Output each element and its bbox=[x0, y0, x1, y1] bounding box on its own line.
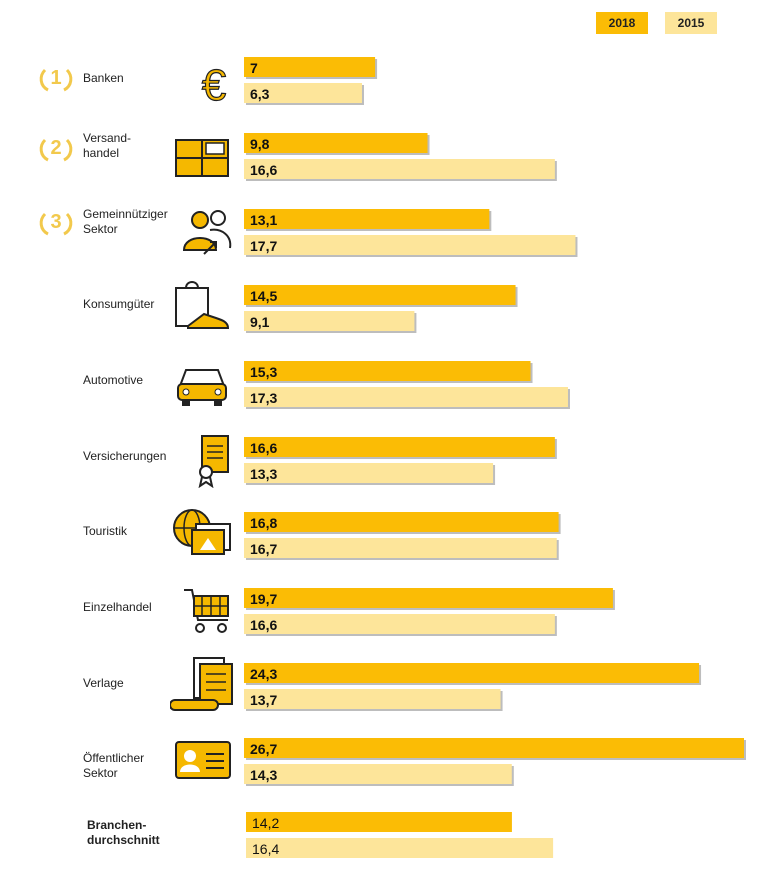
newspaper-icon bbox=[169, 656, 234, 712]
rank-number: 3 bbox=[50, 211, 61, 233]
bar-2015 bbox=[246, 838, 554, 858]
shopping-bag-shoe-icon bbox=[170, 280, 234, 336]
data-label-2018: 16,6 bbox=[250, 440, 277, 456]
data-label-2015: 16,4 bbox=[252, 841, 279, 857]
laurel-icon: 2 bbox=[39, 137, 73, 162]
svg-text:€: € bbox=[202, 61, 226, 110]
globe-photo-icon bbox=[170, 506, 234, 562]
data-label-2018: 16,8 bbox=[250, 515, 277, 531]
average-label: Branchen- durchschnitt bbox=[87, 818, 160, 847]
data-label-2015: 17,3 bbox=[250, 390, 277, 406]
category-label: Versicherungen bbox=[83, 449, 167, 463]
rank-badge-3: 3 bbox=[36, 206, 76, 238]
category-label: Automotive bbox=[83, 373, 144, 387]
data-label-2015: 16,6 bbox=[250, 617, 277, 633]
bar-2018 bbox=[244, 57, 376, 77]
euro-icon: € bbox=[170, 54, 234, 110]
bar-2018 bbox=[244, 512, 559, 532]
bar-2015 bbox=[244, 311, 415, 331]
category-label: Verlage bbox=[83, 676, 124, 690]
bar-2018 bbox=[244, 361, 531, 381]
shopping-cart-icon bbox=[170, 582, 234, 638]
laurel-icon: 1 bbox=[39, 67, 73, 92]
data-label-2015: 6,3 bbox=[250, 86, 270, 102]
bar-2015 bbox=[244, 463, 494, 483]
bar-2015 bbox=[244, 387, 568, 407]
data-label-2018: 7 bbox=[250, 60, 258, 76]
category-label: Einzelhandel bbox=[83, 600, 152, 614]
people-referral-icon bbox=[170, 204, 234, 260]
data-label-2015: 13,3 bbox=[250, 466, 277, 482]
data-label-2018: 9,8 bbox=[250, 136, 270, 152]
data-label-2018: 14,5 bbox=[250, 288, 277, 304]
package-icon bbox=[170, 130, 234, 186]
rank-number: 2 bbox=[50, 137, 61, 159]
bar-2018 bbox=[244, 209, 490, 229]
data-label-2018: 24,3 bbox=[250, 666, 277, 682]
bar-2015 bbox=[244, 614, 555, 634]
category-label: Gemeinnütziger Sektor bbox=[83, 207, 168, 236]
data-label-2018: 14,2 bbox=[252, 815, 279, 831]
id-card-icon bbox=[170, 734, 234, 790]
bar-2015 bbox=[244, 235, 576, 255]
rank-badge-1: 1 bbox=[36, 62, 76, 94]
bar-2015 bbox=[244, 689, 501, 709]
data-label-2018: 26,7 bbox=[250, 741, 277, 757]
rank-badge-2: 2 bbox=[36, 132, 76, 164]
data-label-2018: 19,7 bbox=[250, 591, 277, 607]
category-label: Versand- handel bbox=[83, 131, 132, 160]
bar-2018 bbox=[244, 588, 613, 608]
category-label: Banken bbox=[83, 71, 124, 85]
category-label: Touristik bbox=[83, 524, 128, 538]
data-label-2015: 14,3 bbox=[250, 767, 277, 783]
data-label-2015: 9,1 bbox=[250, 314, 270, 330]
data-label-2018: 13,1 bbox=[250, 212, 277, 228]
bar-2015 bbox=[244, 83, 362, 103]
category-label: Öffentlicher Sektor bbox=[83, 751, 145, 780]
legend-2015: 2015 bbox=[665, 12, 717, 34]
legend-2018: 2018 bbox=[596, 12, 648, 34]
category-label: Konsumgüter bbox=[83, 297, 155, 311]
bar-2015 bbox=[244, 764, 512, 784]
rank-number: 1 bbox=[50, 67, 61, 89]
data-label-2015: 16,7 bbox=[250, 541, 277, 557]
bar-2018 bbox=[244, 437, 555, 457]
data-label-2015: 13,7 bbox=[250, 692, 277, 708]
laurel-icon: 3 bbox=[39, 211, 73, 236]
bar-2015 bbox=[244, 159, 555, 179]
insurance-certificate-icon bbox=[170, 432, 234, 489]
data-label-2015: 16,6 bbox=[250, 162, 277, 178]
bar-2018 bbox=[246, 812, 512, 832]
car-icon bbox=[170, 356, 234, 412]
bar-2018 bbox=[244, 285, 516, 305]
bar-2015 bbox=[244, 538, 557, 558]
bar-2018 bbox=[244, 738, 744, 758]
bar-2018 bbox=[244, 663, 700, 683]
data-label-2015: 17,7 bbox=[250, 238, 277, 254]
bar-2018 bbox=[244, 133, 428, 153]
data-label-2018: 15,3 bbox=[250, 364, 277, 380]
